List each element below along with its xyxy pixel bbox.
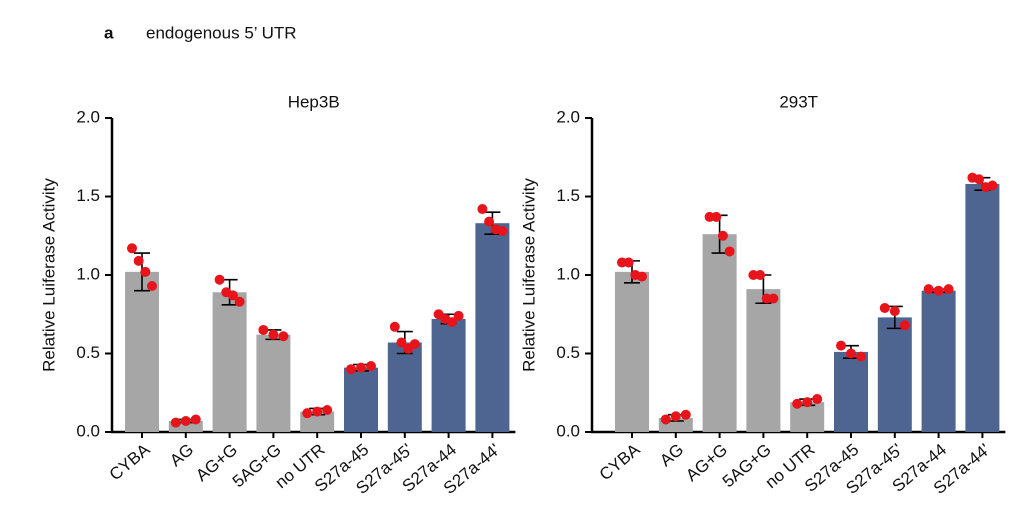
data-point xyxy=(477,204,488,215)
x-tick-label: CYBA xyxy=(596,440,644,485)
y-tick-label: 1.5 xyxy=(556,186,580,205)
data-point xyxy=(133,255,144,266)
data-point xyxy=(899,320,910,331)
data-point xyxy=(670,411,681,422)
y-axis-label: Relative Luiferase Activity xyxy=(519,178,538,372)
data-point xyxy=(366,361,376,372)
bar xyxy=(168,421,203,432)
bar xyxy=(256,334,291,432)
panel-title: endogenous 5’ UTR xyxy=(146,23,297,42)
bar xyxy=(431,318,466,432)
y-tick-label: 0.5 xyxy=(556,343,580,362)
data-point xyxy=(147,280,157,291)
y-tick-label: 1.5 xyxy=(76,186,100,205)
chart-title: 293T xyxy=(779,92,818,111)
data-point xyxy=(923,284,934,295)
y-tick-label: 2.0 xyxy=(556,107,580,126)
data-point xyxy=(768,293,779,304)
data-point xyxy=(302,408,313,419)
data-point xyxy=(453,310,464,321)
data-point xyxy=(856,351,866,362)
bar xyxy=(615,271,649,432)
x-tick-label: AG xyxy=(166,440,197,470)
data-point xyxy=(227,290,238,301)
bar xyxy=(702,234,737,432)
data-point xyxy=(484,216,495,227)
data-point xyxy=(140,266,151,277)
data-point xyxy=(497,226,508,237)
data-point xyxy=(879,302,890,313)
data-point xyxy=(711,211,722,222)
x-tick-label: AG xyxy=(656,440,687,470)
panel-label: a xyxy=(104,23,114,42)
data-point xyxy=(268,329,279,340)
y-tick-label: 2.0 xyxy=(76,107,100,126)
data-point xyxy=(724,246,735,257)
bar xyxy=(344,367,378,432)
data-point xyxy=(346,364,356,375)
data-point xyxy=(258,324,269,335)
data-point xyxy=(717,230,728,241)
data-point xyxy=(637,271,647,282)
data-point xyxy=(322,405,333,416)
data-point xyxy=(389,321,400,332)
y-axis-label: Relative Luiferase Activity xyxy=(39,178,58,372)
data-point xyxy=(889,306,900,317)
y-tick-label: 1.0 xyxy=(556,264,580,283)
y-tick-label: 0.0 xyxy=(556,421,580,440)
data-point xyxy=(933,285,944,296)
data-point xyxy=(792,398,803,409)
bar xyxy=(877,317,912,432)
data-point xyxy=(409,339,420,350)
data-point xyxy=(755,270,766,280)
data-point xyxy=(680,409,691,420)
data-point xyxy=(170,417,181,428)
data-point xyxy=(278,331,289,342)
data-point xyxy=(836,340,846,351)
bar xyxy=(746,289,781,432)
data-point xyxy=(974,174,985,185)
data-point xyxy=(356,362,366,373)
data-point xyxy=(446,317,457,328)
data-point xyxy=(943,284,954,295)
data-point xyxy=(846,348,856,359)
data-point xyxy=(802,397,813,408)
bar xyxy=(387,342,422,432)
data-point xyxy=(127,243,137,254)
data-point xyxy=(987,180,998,191)
data-point xyxy=(660,414,671,425)
data-point xyxy=(812,394,823,405)
bar xyxy=(475,223,510,432)
chart-title: Hep3B xyxy=(288,92,340,111)
y-tick-label: 0.5 xyxy=(76,343,100,362)
data-point xyxy=(190,414,201,425)
data-point xyxy=(234,296,245,307)
bar xyxy=(834,351,868,432)
x-tick-label: CYBA xyxy=(106,440,154,485)
data-point xyxy=(214,274,225,285)
data-point xyxy=(623,257,634,268)
bar xyxy=(212,292,247,432)
bar xyxy=(921,290,956,432)
y-tick-label: 1.0 xyxy=(76,264,100,283)
y-tick-label: 0.0 xyxy=(76,421,100,440)
data-point xyxy=(396,337,407,348)
data-point xyxy=(180,416,191,427)
data-point xyxy=(312,406,323,417)
bar xyxy=(125,271,159,432)
bar xyxy=(965,183,1000,432)
